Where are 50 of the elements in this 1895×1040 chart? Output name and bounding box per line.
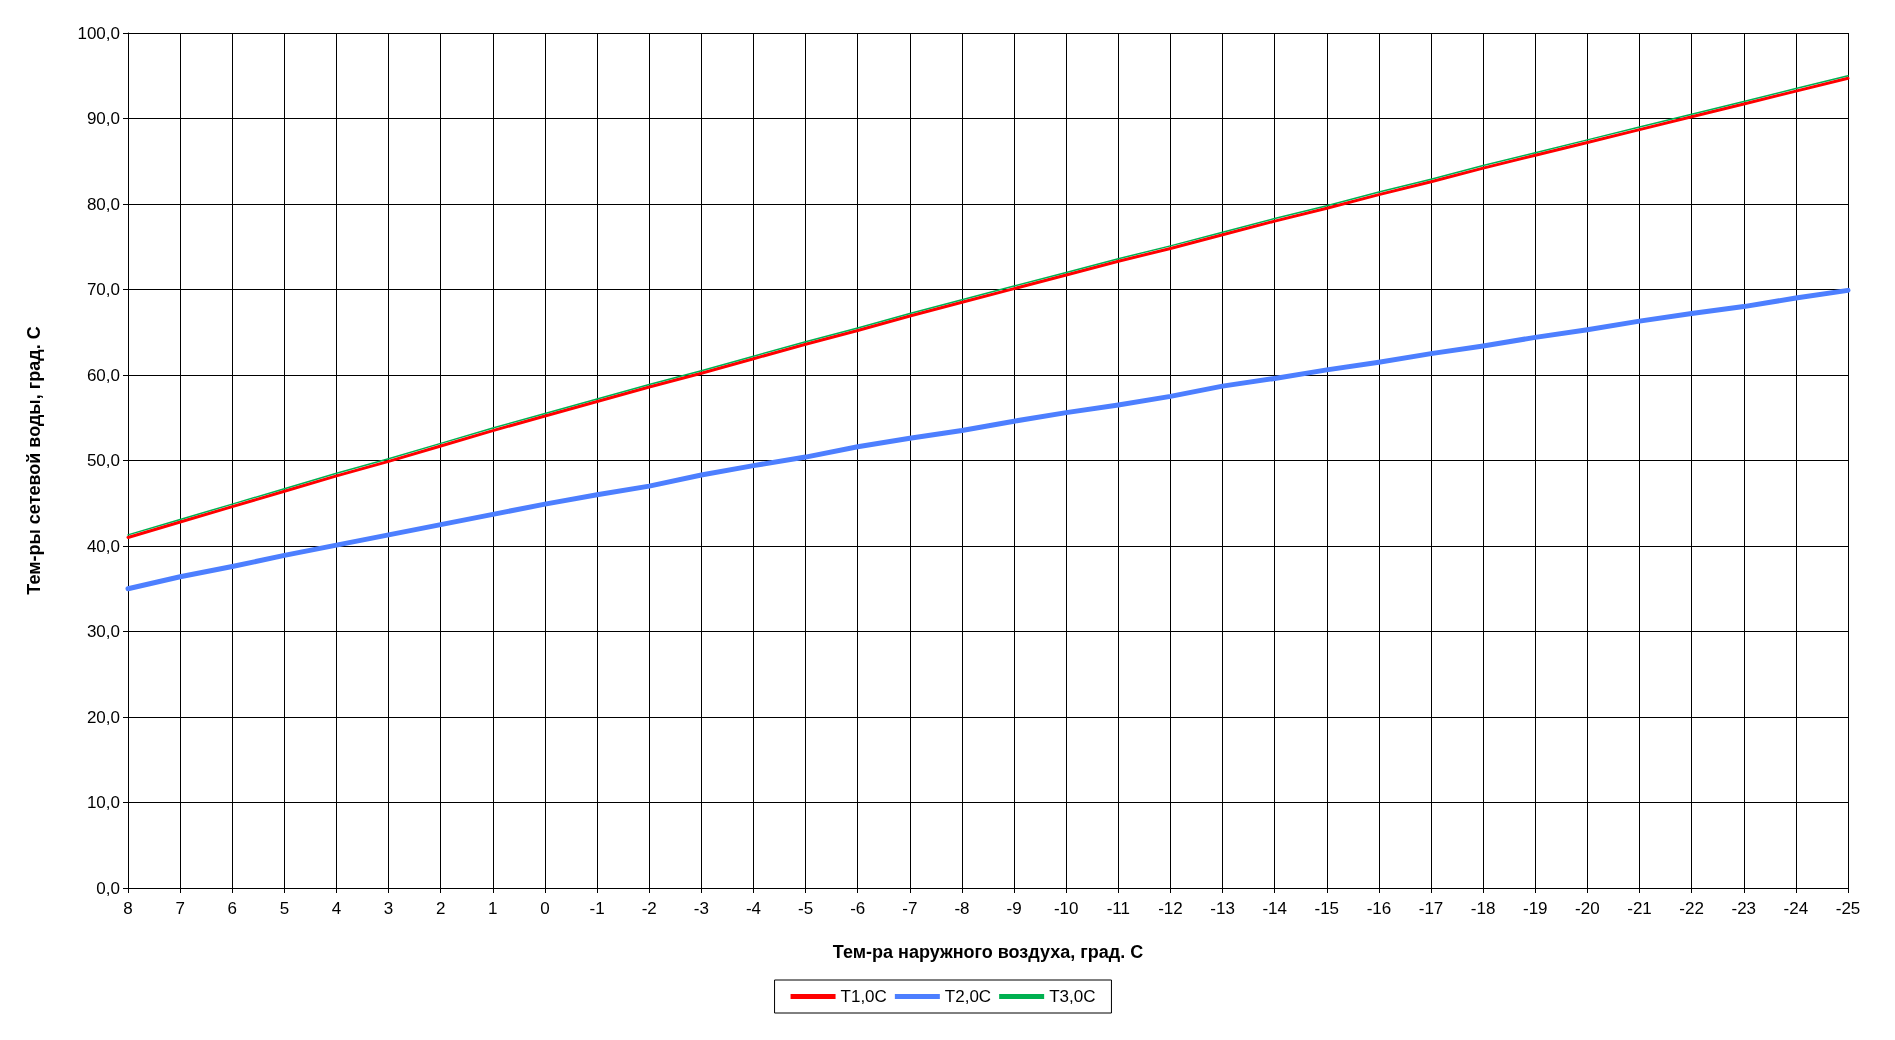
x-tick-label: -17 [1418,899,1444,918]
x-axis-title: Тем-ра наружного воздуха, град. С [832,942,1144,962]
x-tick-label: -24 [1783,899,1809,918]
x-tick-label: -13 [1210,899,1235,918]
x-tick-label: 7 [175,899,185,918]
x-tick-label: -5 [798,899,814,918]
x-tick-label: -6 [850,899,866,918]
x-tick-label: -25 [1835,899,1861,918]
x-tick-label: -22 [1679,899,1704,918]
x-tick-label: -12 [1158,899,1183,918]
x-tick-label: -9 [1006,899,1022,918]
y-tick-label: 0,0 [96,878,120,898]
x-tick-label: 1 [488,899,498,918]
x-tick-label: 3 [383,899,394,918]
x-tick-label: 0 [540,899,550,918]
x-tick-label: -10 [1053,899,1079,918]
x-tick-label: -3 [693,899,709,918]
x-tick-label: -20 [1575,899,1600,918]
x-tick-label: -23 [1731,899,1757,918]
legend-label: T3,0C [1049,987,1096,1006]
x-tick-label: -15 [1314,899,1340,918]
x-tick-label: -18 [1470,899,1496,918]
y-tick-label: 40,0 [86,536,120,556]
x-tick-label: -2 [641,899,657,918]
x-tick-label: -7 [902,899,918,918]
x-tick-label: 2 [435,899,446,918]
x-tick-label: -1 [589,899,605,918]
x-tick-label: 4 [331,899,342,918]
x-tick-label: -14 [1262,899,1287,918]
y-tick-label: 90,0 [86,109,120,128]
x-tick-label: -8 [954,899,970,918]
y-tick-label: 60,0 [86,365,120,385]
y-tick-label: 70,0 [86,280,120,299]
x-tick-label: 6 [227,899,237,918]
x-tick-label: 8 [123,899,133,918]
y-tick-label: 100,0 [77,23,120,43]
x-tick-label: -11 [1106,899,1130,918]
y-tick-label: 80,0 [86,194,120,214]
y-axis-title: Тем-ры сетевой воды, град. С [24,326,44,595]
legend-label: T2,0C [944,987,992,1006]
y-tick-label: 20,0 [86,707,120,727]
x-tick-label: -4 [745,899,762,918]
x-tick-label: -16 [1366,899,1392,918]
y-tick-label: 30,0 [86,622,120,641]
x-tick-label: -21 [1627,899,1652,918]
y-tick-label: 10,0 [86,793,120,812]
legend-label: T1,0C [840,987,887,1006]
y-tick-label: 50,0 [86,451,120,470]
x-tick-label: 5 [279,899,290,918]
x-tick-label: -19 [1522,899,1548,918]
